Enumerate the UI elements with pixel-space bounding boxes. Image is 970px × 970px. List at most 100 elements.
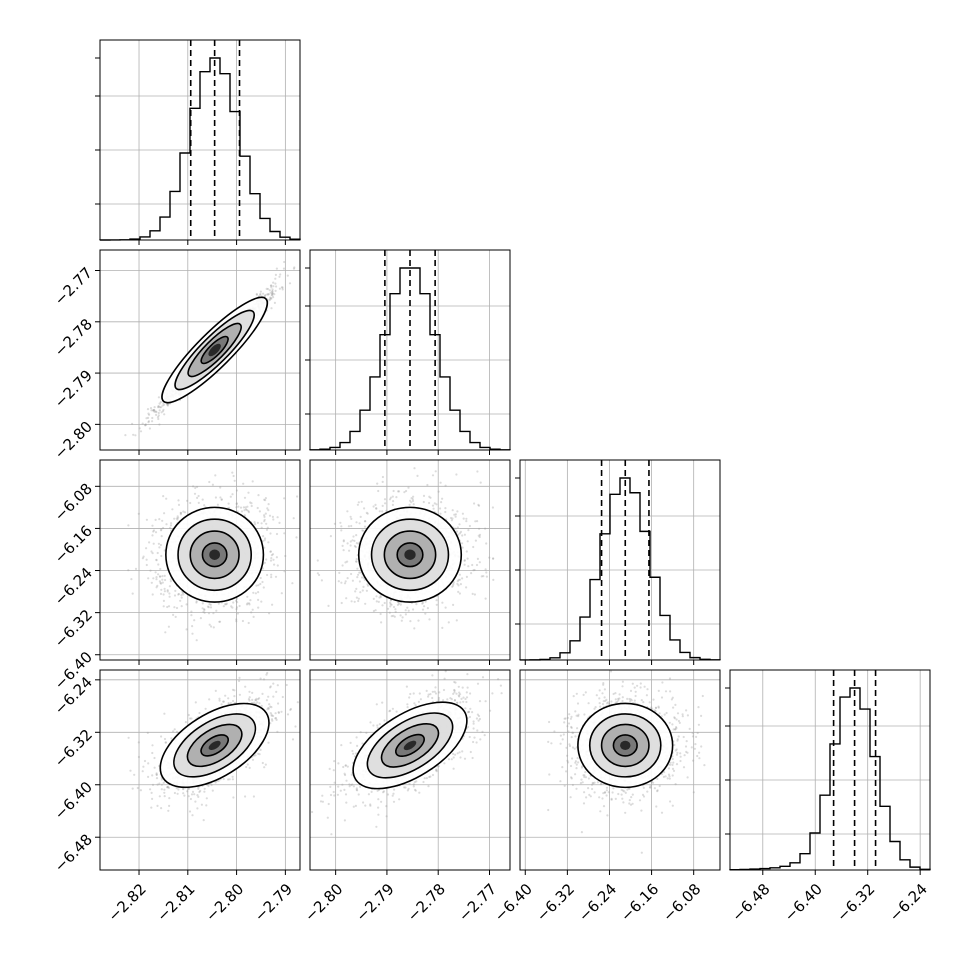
scatter-point (265, 287, 268, 290)
scatter-point (238, 676, 241, 680)
scatter-point (147, 412, 150, 415)
scatter-point (203, 611, 206, 614)
scatter-point (275, 532, 279, 536)
scatter-point (271, 292, 274, 295)
scatter-point (465, 517, 468, 520)
scatter-point (191, 814, 194, 817)
scatter-point (245, 765, 248, 769)
scatter-point (147, 762, 150, 765)
scatter-point (204, 707, 207, 710)
contour-level (208, 343, 221, 357)
scatter-point (274, 289, 277, 292)
scatter-point (476, 520, 479, 523)
scatter-point (155, 586, 158, 589)
scatter-point (267, 509, 270, 512)
scatter-point (191, 632, 194, 635)
scatter-point (245, 509, 248, 512)
scatter-point (431, 474, 435, 477)
scatter-point (243, 509, 246, 512)
scatter-point (387, 607, 390, 610)
scatter-point (157, 414, 160, 417)
scatter-point (152, 577, 155, 580)
scatter-point (134, 567, 138, 571)
scatter-point (452, 603, 455, 607)
scatter-point (270, 557, 273, 560)
scatter-point (264, 497, 267, 500)
scatter-point (316, 572, 319, 575)
scatter-point (232, 601, 235, 604)
scatter-point (269, 559, 273, 562)
scatter-point (381, 604, 384, 607)
scatter-point (276, 516, 279, 519)
scatter-point (163, 413, 166, 416)
scatter-point (267, 293, 270, 296)
scatter-point (358, 522, 361, 525)
scatter-point (232, 474, 235, 478)
scatter-point (235, 620, 238, 623)
scatter-point (275, 556, 278, 559)
scatter-point (162, 403, 166, 406)
scatter-point (177, 516, 180, 519)
scatter-point (372, 597, 375, 601)
scatter-point (193, 492, 197, 495)
scatter-point (235, 506, 238, 509)
scatter-point (491, 506, 494, 509)
scatter-point (166, 590, 169, 593)
scatter-point (267, 293, 270, 296)
scatter-point (349, 540, 352, 543)
scatter-point (150, 409, 153, 412)
scatter-point (227, 502, 230, 505)
scatter-point (479, 481, 482, 484)
scatter-point (257, 494, 260, 497)
scatter-point (272, 285, 275, 288)
scatter-point (147, 420, 150, 423)
scatter-point (465, 520, 468, 523)
scatter-point (265, 558, 268, 561)
scatter-point (399, 614, 402, 617)
scatter-point (152, 530, 155, 533)
scatter-point (271, 292, 274, 295)
scatter-point (153, 409, 156, 412)
scatter-point (154, 410, 157, 413)
scatter-point (417, 619, 420, 622)
scatter-point (165, 497, 168, 500)
scatter-point (421, 608, 425, 611)
scatter-point (159, 581, 162, 585)
scatter-point (151, 744, 154, 747)
scatter-point (408, 503, 411, 506)
scatter-point (274, 273, 277, 276)
contour-level (404, 549, 416, 560)
scatter-point (459, 583, 462, 586)
scatter-point (394, 608, 397, 611)
scatter-point (195, 639, 198, 642)
scatter-point (242, 482, 245, 485)
scatter-point (266, 507, 269, 510)
scatter-point (248, 696, 251, 699)
scatter-point (264, 293, 267, 297)
scatter-point (375, 595, 378, 598)
scatter-point (276, 564, 279, 567)
scatter-point (256, 521, 259, 525)
scatter-point (291, 582, 294, 585)
scatter-point (346, 560, 349, 563)
scatter-point (244, 506, 247, 509)
scatter-point (208, 603, 211, 606)
scatter-point (454, 527, 457, 530)
scatter-point (163, 512, 166, 515)
scatter-point (162, 526, 165, 530)
scatter-point (169, 524, 173, 527)
scatter-point (160, 788, 163, 791)
scatter-point (428, 501, 431, 505)
scatter-point (141, 557, 144, 560)
scatter-point (159, 401, 162, 404)
scatter-point (270, 554, 273, 557)
scatter-point (389, 496, 392, 499)
scatter-point (203, 787, 206, 790)
scatter-point (195, 600, 198, 603)
scatter-point (344, 580, 347, 583)
scatter-point (274, 575, 278, 578)
scatter-point (416, 474, 419, 477)
scatter-point (467, 565, 470, 568)
scatter-point (162, 495, 165, 498)
scatter-point (231, 471, 234, 474)
